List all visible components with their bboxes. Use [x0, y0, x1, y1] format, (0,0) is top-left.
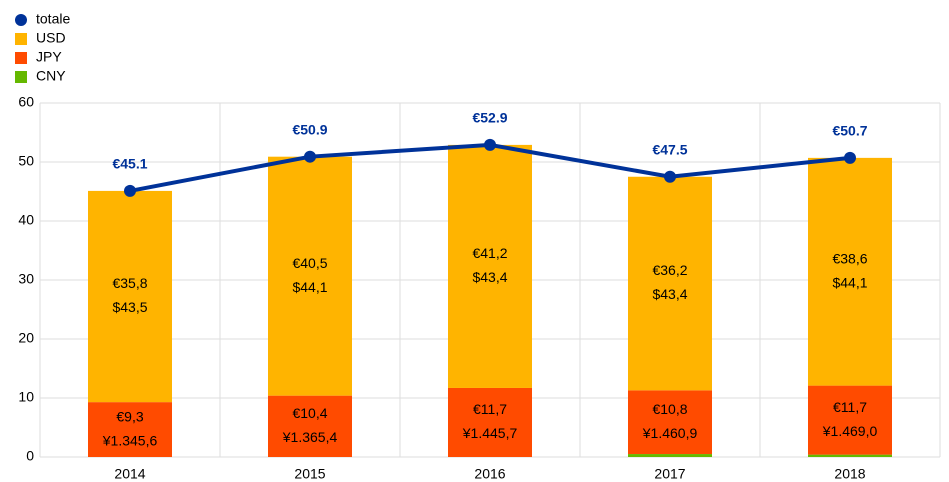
bar-segment — [808, 454, 892, 457]
secondary-label: ¥1.345,6 — [102, 432, 158, 448]
y-tick-label: 50 — [18, 153, 34, 169]
total-point — [844, 151, 856, 164]
data-label: €11,7 — [473, 401, 507, 417]
secondary-label: $43,4 — [472, 269, 507, 285]
legend-label: CNY — [36, 68, 66, 84]
total-point — [664, 170, 676, 183]
data-label: €36,2 — [652, 262, 687, 278]
total-label: €52.9 — [472, 110, 507, 126]
secondary-label: ¥1.460,9 — [642, 425, 698, 441]
bar-segment — [268, 395, 352, 457]
bar-segment — [448, 387, 532, 457]
secondary-label: ¥1.365,4 — [282, 429, 338, 445]
y-tick-label: 60 — [18, 94, 34, 110]
legend-swatch — [15, 33, 27, 45]
data-label: €41,2 — [472, 245, 507, 261]
data-label: €11,7 — [833, 399, 867, 415]
bar-segment — [628, 176, 712, 391]
data-label: €35,8 — [112, 275, 147, 291]
legend-swatch — [15, 52, 27, 64]
total-label: €47.5 — [652, 141, 687, 157]
y-tick-label: 10 — [18, 389, 34, 405]
y-tick-label: 30 — [18, 271, 34, 287]
secondary-label: $44,1 — [832, 274, 867, 290]
secondary-label: $43,4 — [652, 286, 687, 302]
bar-segment — [808, 157, 892, 386]
secondary-label: ¥1.469,0 — [822, 423, 878, 439]
total-point — [484, 138, 496, 151]
y-tick-label: 20 — [18, 330, 34, 346]
secondary-label: $43,5 — [112, 299, 147, 315]
bar-segment — [268, 156, 352, 396]
bar-segment — [88, 402, 172, 457]
data-label: €10,4 — [292, 405, 327, 421]
bar-segment — [808, 385, 892, 455]
data-label: €9,3 — [116, 408, 143, 424]
legend-label: totale — [36, 11, 70, 27]
bar-segment — [448, 144, 532, 388]
secondary-label: $44,1 — [292, 279, 327, 295]
data-label: €10,8 — [652, 401, 687, 417]
bar-segment — [628, 390, 712, 455]
x-tick-label: 2015 — [294, 466, 325, 482]
total-label: €45.1 — [112, 156, 147, 172]
legend-swatch — [15, 71, 27, 83]
total-label: €50.7 — [832, 123, 867, 139]
bar-segment — [628, 454, 712, 457]
bar-segment — [88, 190, 172, 403]
data-label: €40,5 — [292, 255, 327, 271]
data-label: €38,6 — [832, 250, 867, 266]
legend-swatch — [15, 14, 27, 26]
x-tick-label: 2016 — [474, 466, 505, 482]
x-tick-label: 2017 — [654, 466, 685, 482]
x-tick-label: 2014 — [114, 466, 145, 482]
total-point — [304, 150, 316, 163]
y-tick-label: 0 — [26, 448, 34, 464]
total-point — [124, 184, 136, 197]
legend-label: USD — [36, 30, 66, 46]
x-tick-label: 2018 — [834, 466, 865, 482]
legend-label: JPY — [36, 49, 62, 65]
secondary-label: ¥1.445,7 — [462, 425, 518, 441]
y-tick-label: 40 — [18, 212, 34, 228]
total-label: €50.9 — [292, 121, 327, 137]
